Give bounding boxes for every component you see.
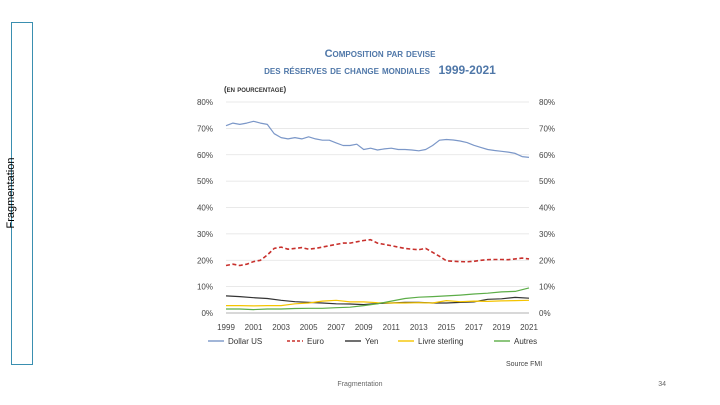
y-tick-label-right: 70%	[539, 124, 555, 133]
chart-source: Source FMI	[506, 361, 542, 368]
series-line	[225, 120, 530, 158]
y-tick-label-left: 30%	[197, 230, 213, 239]
y-tick-label-right: 0%	[539, 309, 551, 318]
series-line	[225, 238, 530, 267]
series-layer	[225, 120, 530, 311]
y-tick-label-left: 20%	[197, 256, 213, 265]
y-tick-label-left: 70%	[197, 124, 213, 133]
chart-title-line1: Composition par devise	[325, 48, 436, 60]
legend-label: Dollar US	[228, 337, 262, 346]
chart-subtitle: (en pourcentage)	[224, 85, 286, 94]
legend: Dollar US Euro Yen Livre sterling Autres	[208, 337, 537, 346]
y-tick-label-right: 10%	[539, 283, 555, 292]
x-tick-label: 2021	[520, 323, 538, 332]
grid-lines	[226, 101, 529, 314]
slide-footer: Fragmentation	[337, 381, 383, 388]
y-tick-label-left: 0%	[201, 309, 213, 318]
x-tick-label: 2013	[410, 323, 428, 332]
x-tick-label: 2003	[272, 323, 290, 332]
page-number: 34	[658, 381, 666, 388]
x-tick-label: 2001	[245, 323, 263, 332]
x-tick-label: 2019	[493, 323, 511, 332]
side-tab-frame	[11, 22, 33, 365]
chart-title-main: des réserves de change mondiales	[264, 65, 431, 77]
y-tick-label-left: 40%	[197, 204, 213, 213]
legend-label: Euro	[307, 337, 324, 346]
y-tick-label-left: 80%	[197, 98, 213, 107]
legend-label: Yen	[365, 337, 379, 346]
y-tick-label-left: 60%	[197, 151, 213, 160]
legend-label: Autres	[514, 337, 537, 346]
y-axis-left: 0% 10% 20% 30% 40% 50% 60% 70% 80%	[197, 98, 213, 318]
x-tick-label: 2009	[355, 323, 373, 332]
x-axis: 1999 2001 2003 2005 2007 2009 2011 2013 2015 2017…	[217, 323, 538, 332]
y-tick-label-left: 10%	[197, 283, 213, 292]
y-axis-right: 0% 10% 20% 30% 40% 50% 60% 70% 80%	[539, 98, 555, 318]
x-tick-label: 2011	[383, 323, 401, 332]
y-tick-label-right: 30%	[539, 230, 555, 239]
x-tick-label: 1999	[217, 323, 235, 332]
series-line	[226, 287, 530, 311]
chart-title-line2: des réserves de change mondiales 1999-20…	[264, 61, 496, 78]
series-line	[226, 299, 530, 307]
y-tick-label-right: 20%	[539, 256, 555, 265]
x-tick-label: 2005	[300, 323, 318, 332]
x-tick-label: 2015	[437, 323, 455, 332]
y-tick-label-right: 60%	[539, 151, 555, 160]
legend-label: Livre sterling	[418, 337, 463, 346]
y-tick-label-right: 40%	[539, 204, 555, 213]
x-tick-label: 2017	[465, 323, 483, 332]
chart-title-years: 1999-2021	[438, 63, 496, 77]
y-tick-label-right: 80%	[539, 98, 555, 107]
y-tick-label-right: 50%	[539, 177, 555, 186]
x-tick-label: 2007	[327, 323, 345, 332]
y-tick-label-left: 50%	[197, 177, 213, 186]
